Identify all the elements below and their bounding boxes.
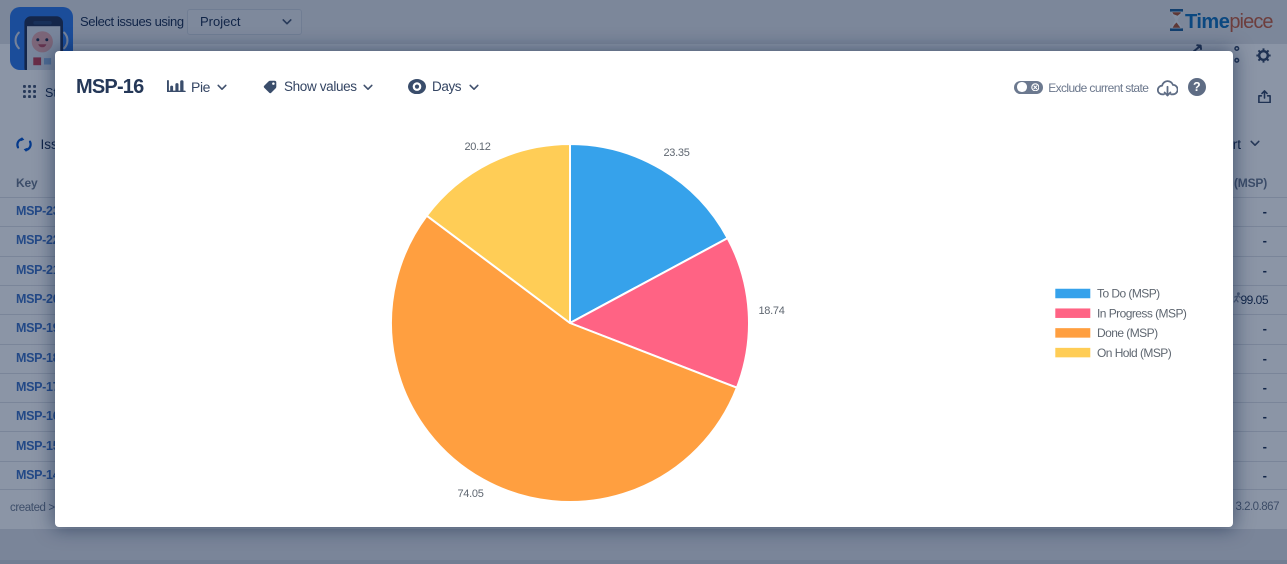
svg-text:Done (MSP): Done (MSP) <box>1097 326 1158 340</box>
svg-text:20.12: 20.12 <box>464 141 490 153</box>
svg-text:In Progress (MSP): In Progress (MSP) <box>1097 306 1187 320</box>
svg-text:To Do (MSP): To Do (MSP) <box>1097 287 1160 301</box>
svg-text:23.35: 23.35 <box>663 147 689 159</box>
svg-text:74.05: 74.05 <box>457 488 483 500</box>
svg-text:18.74: 18.74 <box>758 305 784 317</box>
svg-text:On Hold (MSP): On Hold (MSP) <box>1097 346 1172 360</box>
